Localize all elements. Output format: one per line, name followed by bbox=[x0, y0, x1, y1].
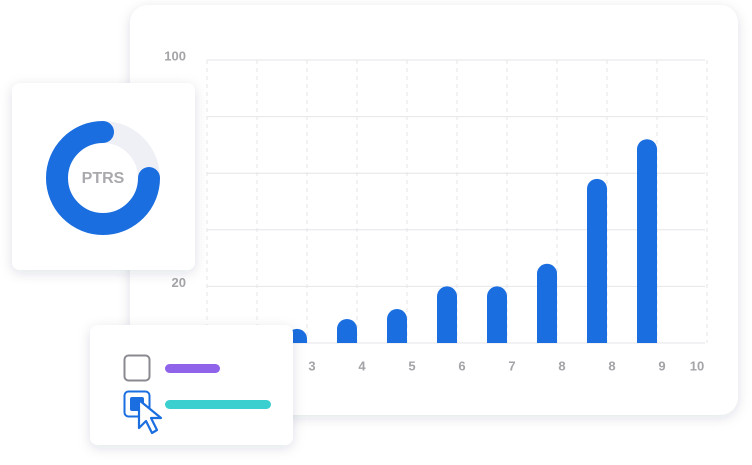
bar bbox=[637, 139, 657, 343]
y-tick-label: 100 bbox=[164, 48, 186, 63]
item-bar bbox=[165, 364, 220, 373]
bar bbox=[437, 286, 457, 343]
y-tick-label: 20 bbox=[172, 275, 186, 290]
illustration: 20 100 3 4 5 6 7 8 8 9 10 PTRS bbox=[0, 0, 752, 465]
x-tick-label: 6 bbox=[458, 358, 465, 373]
bar bbox=[587, 179, 607, 343]
x-tick-label: 4 bbox=[358, 358, 366, 373]
donut-label: PTRS bbox=[82, 170, 125, 187]
bar bbox=[487, 286, 507, 343]
bar bbox=[387, 309, 407, 343]
x-tick-label: 3 bbox=[308, 358, 315, 373]
bar bbox=[337, 319, 357, 343]
item-bar bbox=[165, 400, 271, 409]
x-tick-label: 8 bbox=[608, 358, 615, 373]
x-tick-label: 7 bbox=[508, 358, 515, 373]
x-tick-label: 5 bbox=[408, 358, 415, 373]
x-tick-label: 10 bbox=[690, 358, 704, 373]
checkbox[interactable] bbox=[125, 356, 150, 381]
checklist-card bbox=[90, 325, 293, 445]
bar bbox=[537, 264, 557, 343]
x-tick-label: 8 bbox=[558, 358, 565, 373]
x-tick-label: 9 bbox=[658, 358, 665, 373]
